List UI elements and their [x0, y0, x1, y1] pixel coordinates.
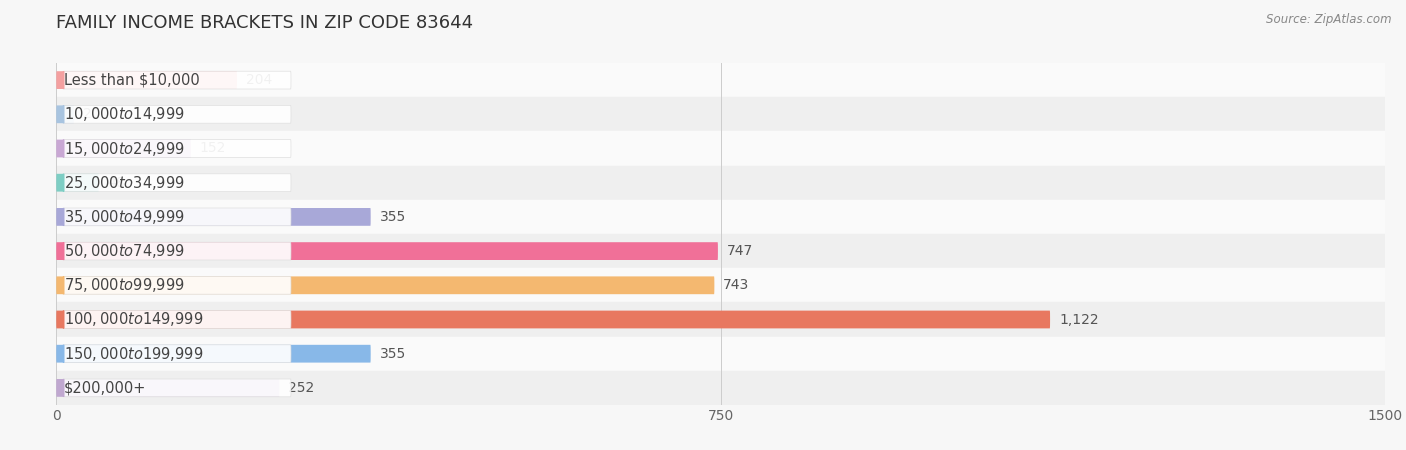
Bar — [56, 97, 1385, 131]
FancyBboxPatch shape — [63, 345, 291, 363]
Bar — [56, 371, 1385, 405]
FancyBboxPatch shape — [56, 310, 1050, 328]
FancyBboxPatch shape — [63, 140, 291, 158]
Text: $35,000 to $49,999: $35,000 to $49,999 — [63, 208, 184, 226]
Text: $50,000 to $74,999: $50,000 to $74,999 — [63, 242, 184, 260]
Text: $100,000 to $149,999: $100,000 to $149,999 — [63, 310, 204, 328]
Bar — [56, 166, 1385, 200]
Bar — [56, 268, 1385, 302]
Text: 743: 743 — [723, 278, 749, 293]
FancyBboxPatch shape — [56, 174, 98, 192]
FancyBboxPatch shape — [63, 276, 291, 294]
FancyBboxPatch shape — [63, 71, 291, 89]
Text: 152: 152 — [200, 141, 226, 156]
Text: 204: 204 — [246, 73, 271, 87]
Bar — [56, 200, 1385, 234]
Text: $200,000+: $200,000+ — [63, 380, 146, 396]
Text: 355: 355 — [380, 346, 406, 361]
Text: $25,000 to $34,999: $25,000 to $34,999 — [63, 174, 184, 192]
FancyBboxPatch shape — [63, 208, 291, 226]
FancyBboxPatch shape — [63, 105, 291, 123]
Text: 48: 48 — [108, 176, 125, 190]
FancyBboxPatch shape — [56, 276, 714, 294]
Text: FAMILY INCOME BRACKETS IN ZIP CODE 83644: FAMILY INCOME BRACKETS IN ZIP CODE 83644 — [56, 14, 474, 32]
FancyBboxPatch shape — [56, 379, 280, 397]
Bar — [56, 234, 1385, 268]
FancyBboxPatch shape — [63, 174, 291, 192]
Text: 20: 20 — [83, 107, 100, 122]
FancyBboxPatch shape — [56, 140, 191, 158]
FancyBboxPatch shape — [56, 208, 371, 226]
Text: $15,000 to $24,999: $15,000 to $24,999 — [63, 140, 184, 158]
Text: $150,000 to $199,999: $150,000 to $199,999 — [63, 345, 204, 363]
Text: 252: 252 — [288, 381, 315, 395]
Text: Source: ZipAtlas.com: Source: ZipAtlas.com — [1267, 14, 1392, 27]
FancyBboxPatch shape — [63, 310, 291, 328]
FancyBboxPatch shape — [63, 242, 291, 260]
Text: 355: 355 — [380, 210, 406, 224]
FancyBboxPatch shape — [56, 242, 718, 260]
FancyBboxPatch shape — [56, 345, 371, 363]
Bar — [56, 302, 1385, 337]
Bar — [56, 63, 1385, 97]
FancyBboxPatch shape — [56, 105, 75, 123]
FancyBboxPatch shape — [63, 379, 291, 397]
Text: $10,000 to $14,999: $10,000 to $14,999 — [63, 105, 184, 123]
Text: 1,122: 1,122 — [1059, 312, 1098, 327]
Text: Less than $10,000: Less than $10,000 — [63, 72, 200, 88]
Bar — [56, 337, 1385, 371]
Text: 747: 747 — [727, 244, 754, 258]
Bar — [56, 131, 1385, 166]
Text: $75,000 to $99,999: $75,000 to $99,999 — [63, 276, 184, 294]
FancyBboxPatch shape — [56, 71, 238, 89]
